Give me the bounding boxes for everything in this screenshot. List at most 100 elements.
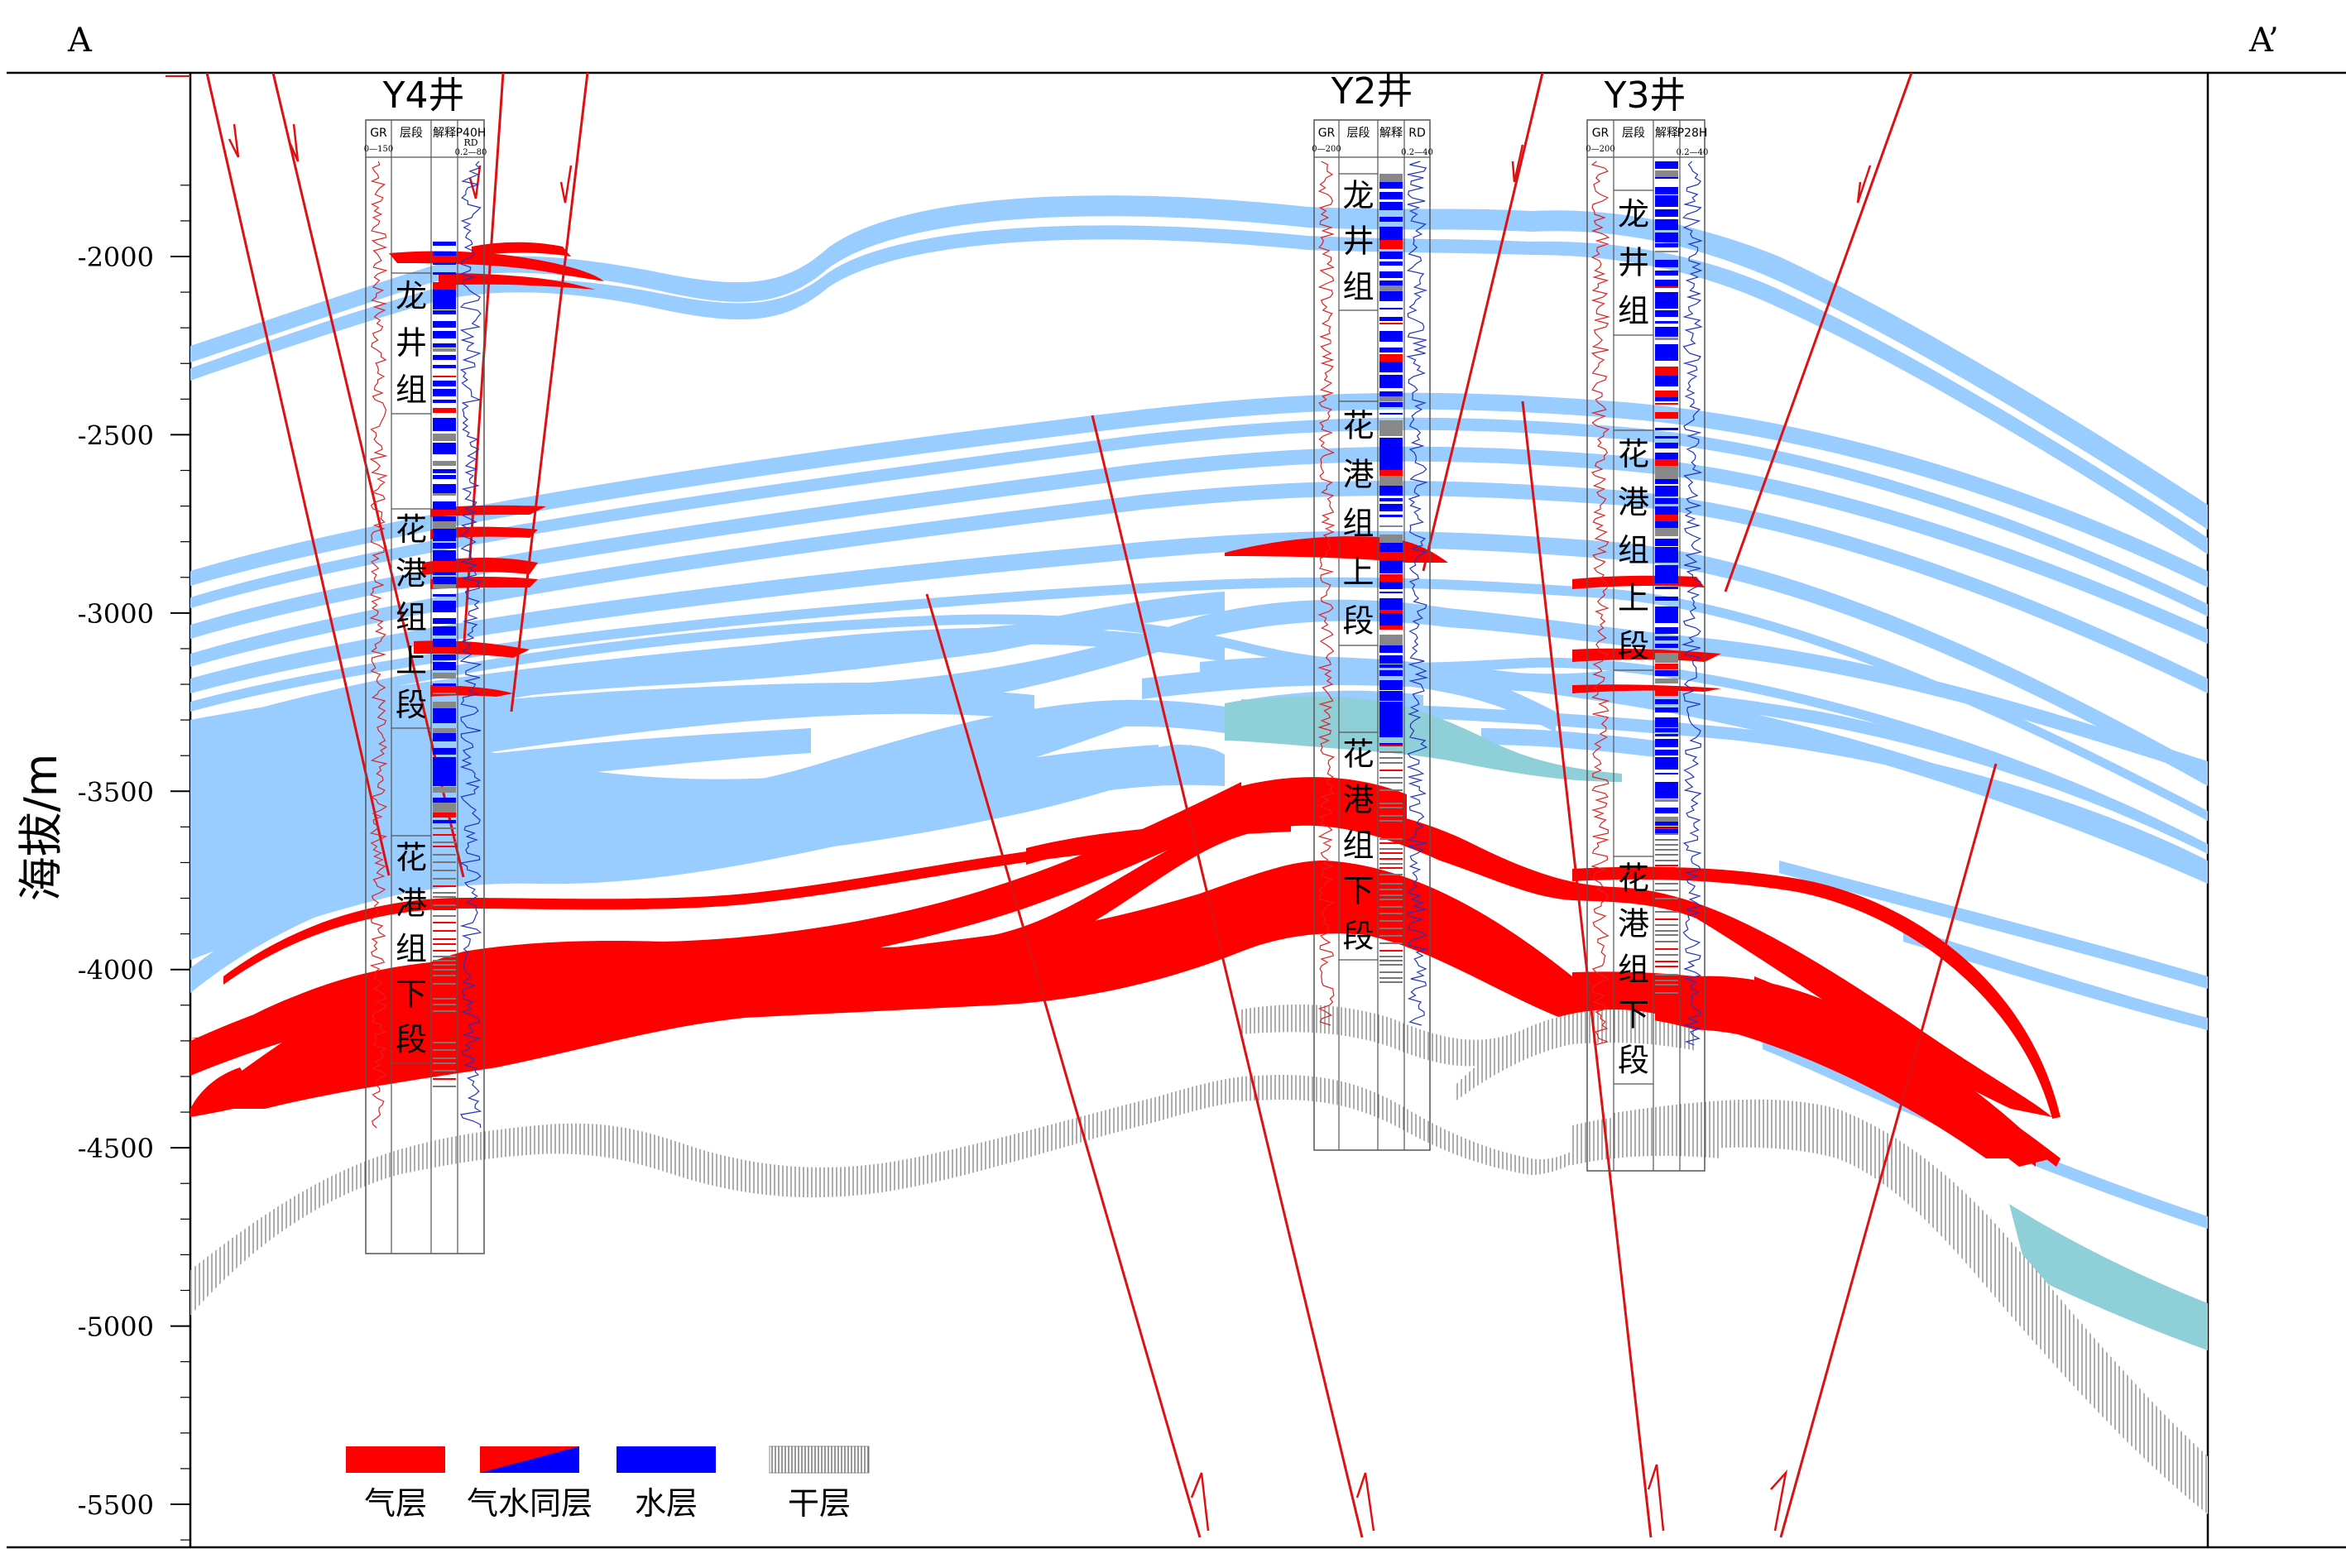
interpretation-block bbox=[1379, 317, 1403, 321]
interpretation-block bbox=[433, 423, 456, 431]
water-band bbox=[190, 225, 2208, 554]
interpretation-block bbox=[433, 516, 456, 525]
interpretation-line bbox=[1379, 782, 1403, 784]
interpretation-line bbox=[433, 909, 456, 910]
interpretation-block bbox=[1379, 217, 1403, 222]
water-band bbox=[190, 592, 1225, 753]
interpretation-block bbox=[433, 748, 456, 755]
interpretation-block bbox=[433, 655, 456, 660]
interpretation-block bbox=[1379, 713, 1403, 722]
interpretation-line bbox=[433, 1042, 456, 1043]
arrow-down-icon bbox=[228, 123, 240, 158]
interpretation-block bbox=[1379, 240, 1403, 249]
depth-axis: -2000 -2500 -3000 -3500 -4000 -4500 -5000 -5500 bbox=[78, 75, 190, 1541]
interpretation-block bbox=[433, 331, 456, 336]
interpretation-block bbox=[433, 626, 456, 635]
interpretation-line bbox=[1379, 942, 1403, 944]
interpretation-block bbox=[1379, 261, 1403, 266]
interpretation-line bbox=[1655, 871, 1678, 873]
water-band bbox=[190, 745, 1192, 960]
interpretation-line bbox=[433, 827, 456, 829]
interpretation-block bbox=[1379, 535, 1403, 544]
interpretation-block bbox=[433, 434, 456, 441]
interpretation-block bbox=[433, 771, 456, 779]
interpretation-block bbox=[433, 537, 456, 541]
teal-band bbox=[2009, 1204, 2208, 1350]
interpretation-line bbox=[433, 930, 456, 932]
interpretation-line bbox=[433, 1023, 456, 1024]
interpretation-block bbox=[1379, 515, 1403, 517]
interpretation-block bbox=[1655, 788, 1678, 796]
interpretation-block bbox=[1379, 291, 1403, 300]
interpretation-block bbox=[1655, 587, 1678, 589]
interpretation-line bbox=[1379, 935, 1403, 937]
interpretation-block bbox=[1379, 560, 1403, 565]
interpretation-block bbox=[433, 529, 456, 538]
interpretation-block bbox=[1655, 260, 1678, 267]
interpretation-block bbox=[1655, 799, 1678, 802]
arrow-down-icon bbox=[1856, 165, 1872, 204]
interpretation-block bbox=[433, 510, 456, 513]
gr-curve bbox=[1317, 161, 1336, 1026]
interpretation-block bbox=[1655, 565, 1678, 570]
legend-label: 干层 bbox=[788, 1485, 851, 1522]
interpretation-block bbox=[433, 469, 456, 473]
interpretation-line bbox=[433, 975, 456, 976]
interpretation-block bbox=[1655, 219, 1678, 225]
interpretation-block bbox=[433, 766, 456, 775]
interpretation-block bbox=[433, 673, 456, 679]
interpretation-block bbox=[433, 310, 456, 314]
interpretation-block bbox=[1655, 766, 1678, 770]
interpretation-line bbox=[433, 834, 456, 836]
interpretation-line bbox=[433, 1086, 456, 1087]
interpretation-block bbox=[433, 343, 456, 348]
interpretation-block bbox=[433, 644, 456, 647]
legend-swatch bbox=[769, 1446, 870, 1474]
arrow-down-icon bbox=[559, 165, 573, 204]
interpretation-block bbox=[1655, 280, 1678, 288]
interpretation-block bbox=[433, 365, 456, 368]
interpretation-line bbox=[1655, 833, 1678, 835]
gr-curve bbox=[1590, 161, 1611, 1046]
interpretation-block bbox=[1655, 699, 1678, 704]
interpretation-block bbox=[433, 757, 456, 768]
interpretation-line bbox=[1379, 842, 1403, 844]
interpretation-block bbox=[1379, 438, 1403, 446]
interpretation-line bbox=[1655, 865, 1678, 866]
axis-tick-label: -2500 bbox=[78, 420, 154, 451]
interpretation-block bbox=[1379, 635, 1403, 644]
interpretation-block bbox=[1655, 827, 1678, 835]
fault-arrows bbox=[228, 123, 1872, 1532]
interpretation-block bbox=[1379, 420, 1403, 429]
interpretation-block bbox=[1379, 720, 1403, 726]
interpretation-block bbox=[1655, 498, 1678, 504]
interpretation-line bbox=[1379, 874, 1403, 875]
water-band bbox=[190, 446, 2208, 644]
interpretation-line bbox=[1379, 928, 1403, 929]
interpretation-block bbox=[1655, 443, 1678, 448]
interpretation-block bbox=[433, 683, 456, 686]
interpretation-line bbox=[1379, 977, 1403, 979]
interpretation-block bbox=[1379, 664, 1403, 668]
interpretation-line bbox=[433, 854, 456, 856]
interpretation-line bbox=[1379, 777, 1403, 779]
interpretation-block bbox=[433, 389, 456, 396]
legend-swatch-gas-part bbox=[480, 1446, 579, 1473]
interpretation-block bbox=[1655, 547, 1678, 556]
gas-layers bbox=[190, 242, 2061, 1167]
legend-item-gaswater: 气水同层 bbox=[467, 1446, 592, 1522]
interpretation-block bbox=[1379, 427, 1403, 436]
well-track-header: P40H bbox=[456, 127, 487, 140]
interpretation-block bbox=[1379, 227, 1403, 236]
fault-line bbox=[462, 72, 505, 655]
interpretation-block bbox=[433, 300, 456, 309]
interpretation-block bbox=[1655, 636, 1678, 640]
interpretation-block bbox=[1655, 357, 1678, 361]
gas-layer bbox=[472, 242, 571, 257]
interpretation-block bbox=[1655, 436, 1678, 439]
interpretation-block bbox=[1379, 655, 1403, 664]
formation-name: 龙井组 bbox=[1342, 178, 1374, 305]
legend-item-dry: 干层 bbox=[769, 1446, 870, 1522]
interpretation-line bbox=[1379, 757, 1403, 759]
interpretation-block bbox=[1379, 725, 1403, 734]
